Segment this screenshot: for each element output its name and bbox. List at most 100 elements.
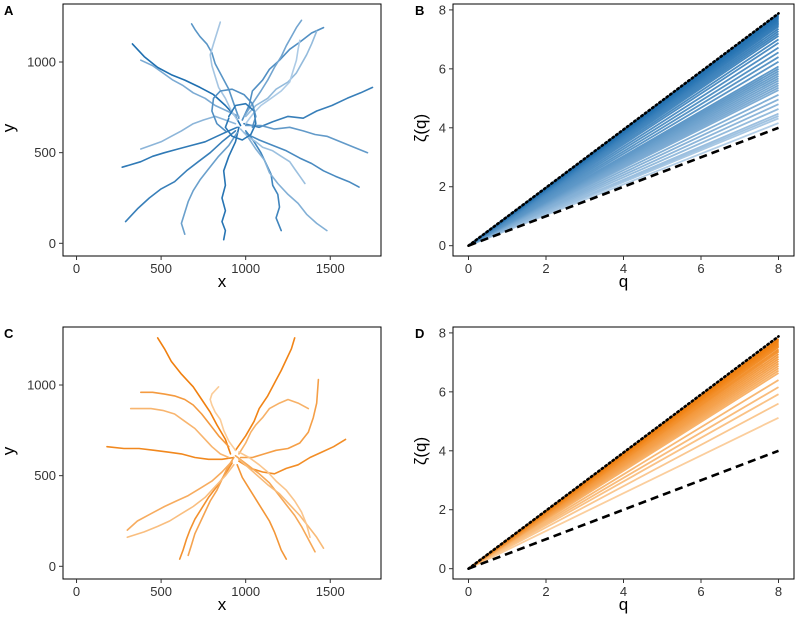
trajectory-8 [124,130,237,223]
x-axis-title: x [218,595,227,614]
x-tick-label: 500 [150,261,172,276]
plot-area [467,335,780,570]
scaling-line-23 [468,393,779,570]
plot-area [467,12,780,247]
panel-d: D 0 2 4 6 8 0 2 4 6 8 q ζ(q) [411,325,795,614]
x-tick-label: 2 [542,261,549,276]
trajectory-17 [209,386,237,452]
y-axis-title: ζ(q) [411,114,430,142]
x-tick-label: 2 [542,584,549,599]
y-tick-label: 0 [439,238,446,253]
trajectory-16 [238,451,311,539]
trajectory-12 [243,19,303,118]
panel-label: D [415,326,424,341]
y-tick-label: 6 [439,384,446,399]
trajectory-9 [187,456,235,557]
y-tick-label: 6 [439,61,446,76]
x-tick-label: 0 [73,584,80,599]
y-tick-label: 0 [49,236,56,251]
trajectory-11 [126,460,233,531]
trajectory-14 [238,458,325,549]
y-tick-label: 2 [439,502,446,517]
panel-a: A 0 500 1000 1500 0 500 1000 x y [0,3,382,291]
y-tick-label: 8 [439,2,446,17]
x-tick-label: 6 [697,584,704,599]
y-axis-title: ζ(q) [411,437,430,465]
trajectory-14 [246,135,328,232]
y-tick-label: 500 [34,468,56,483]
trajectory-16 [244,30,318,118]
panel-label: C [4,326,14,341]
trajectory-3 [106,445,235,461]
y-tick-label: 2 [439,179,446,194]
x-tick-label: 4 [620,584,627,599]
x-axis-title: x [218,272,227,291]
plot-area [106,337,347,560]
x-tick-label: 1000 [231,261,260,276]
trajectory-13 [140,59,240,118]
reference-dotted-line [467,12,780,247]
plot-frame [62,3,382,257]
trajectory-1 [131,43,242,127]
x-tick-label: 1000 [231,584,260,599]
trajectory-4 [238,438,347,475]
x-tick-label: 1500 [316,584,345,599]
panel-c: C 0 500 1000 1500 0 500 1000 x y [0,326,382,614]
scaling-line-25 [468,416,779,570]
x-tick-label: 6 [697,261,704,276]
trajectory-7 [190,23,240,119]
y-axis-title: y [0,123,18,132]
x-axis-title: q [619,595,628,614]
panel-label: B [415,3,424,18]
y-tick-label: 0 [49,559,56,574]
trajectory-18 [209,21,238,121]
x-tick-label: 8 [775,584,782,599]
trajectory-13 [129,407,230,459]
trajectory-2 [234,337,296,452]
y-axis-title: y [0,446,18,455]
trajectory-5 [244,130,282,232]
plot-frame [62,326,382,580]
trajectory-21 [211,88,257,132]
trajectory-10 [244,124,369,154]
trajectory-2 [121,126,238,168]
y-tick-label: 500 [34,145,56,160]
trajectory-15 [126,464,235,539]
x-tick-label: 8 [775,261,782,276]
panel-b: B 0 2 4 6 8 0 2 4 6 8 q ζ(q) [411,2,795,291]
plot-area [121,19,374,241]
y-tick-label: 0 [439,561,446,576]
trajectory-9 [243,131,360,188]
trajectory-7 [140,391,230,448]
x-tick-label: 0 [73,261,80,276]
scaling-line-24 [468,402,779,570]
trajectory-1 [156,337,232,455]
trajectory-8 [239,378,320,459]
x-tick-label: 1500 [316,261,345,276]
x-tick-label: 0 [465,261,472,276]
y-tick-label: 8 [439,325,446,340]
trajectory-20 [224,102,257,141]
trajectory-12 [238,398,310,455]
reference-dashed-line [468,126,779,247]
scaling-line-21 [468,379,779,570]
trajectory-17 [239,128,306,185]
reference-dashed-line [468,449,779,570]
trajectory-6 [236,464,288,560]
trajectory-15 [140,115,237,150]
y-tick-label: 1000 [27,378,56,393]
reference-dotted-line [467,335,780,570]
trajectory-3 [243,86,374,129]
trajectory-11 [180,131,238,235]
x-tick-label: 500 [150,584,172,599]
y-tick-label: 4 [439,120,446,135]
trajectory-4 [221,126,240,241]
x-tick-label: 0 [465,584,472,599]
panel-label: A [4,3,14,18]
trajectory-6 [241,26,325,121]
scaling-line-22 [468,386,779,570]
y-tick-label: 1000 [27,55,56,70]
y-tick-label: 4 [439,443,446,458]
x-tick-label: 4 [620,261,627,276]
